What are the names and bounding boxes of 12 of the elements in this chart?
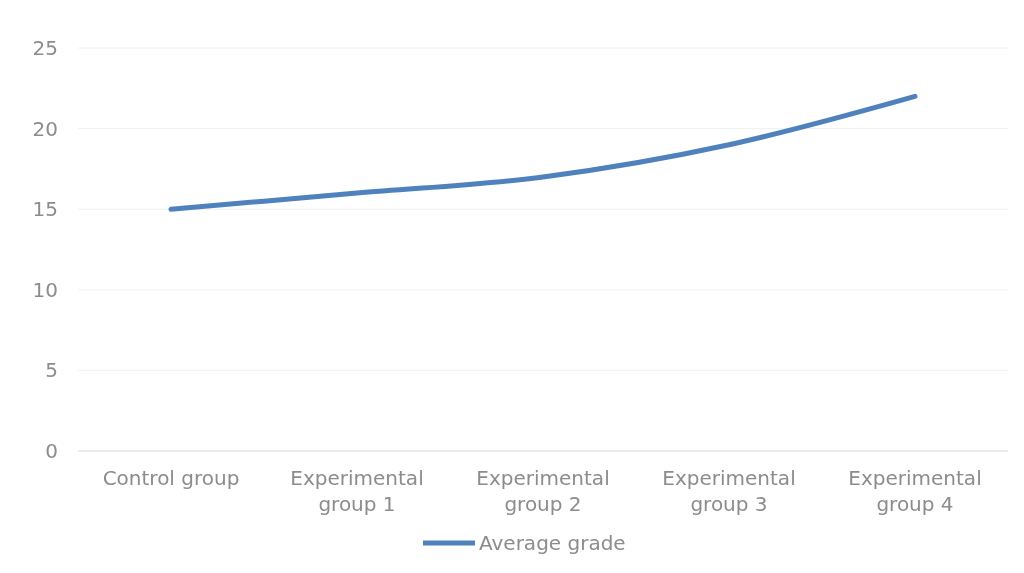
y-tick-label: 20 [32,116,58,141]
x-tick-label: Experimental group 2 [476,466,610,516]
y-tick-label: 0 [45,439,58,463]
y-tick-label: 15 [32,197,58,222]
x-tick-label: Experimental group 3 [662,466,796,516]
y-tick-label: 5 [45,358,58,383]
y-tick-label: 25 [32,36,58,60]
x-tick-label: Experimental group 1 [290,466,424,516]
x-tick-label: Control group [102,466,240,490]
y-tick-label: 10 [32,277,58,302]
legend-label: Average grade [479,531,626,555]
x-tick-label: Experimental group 4 [848,466,982,516]
